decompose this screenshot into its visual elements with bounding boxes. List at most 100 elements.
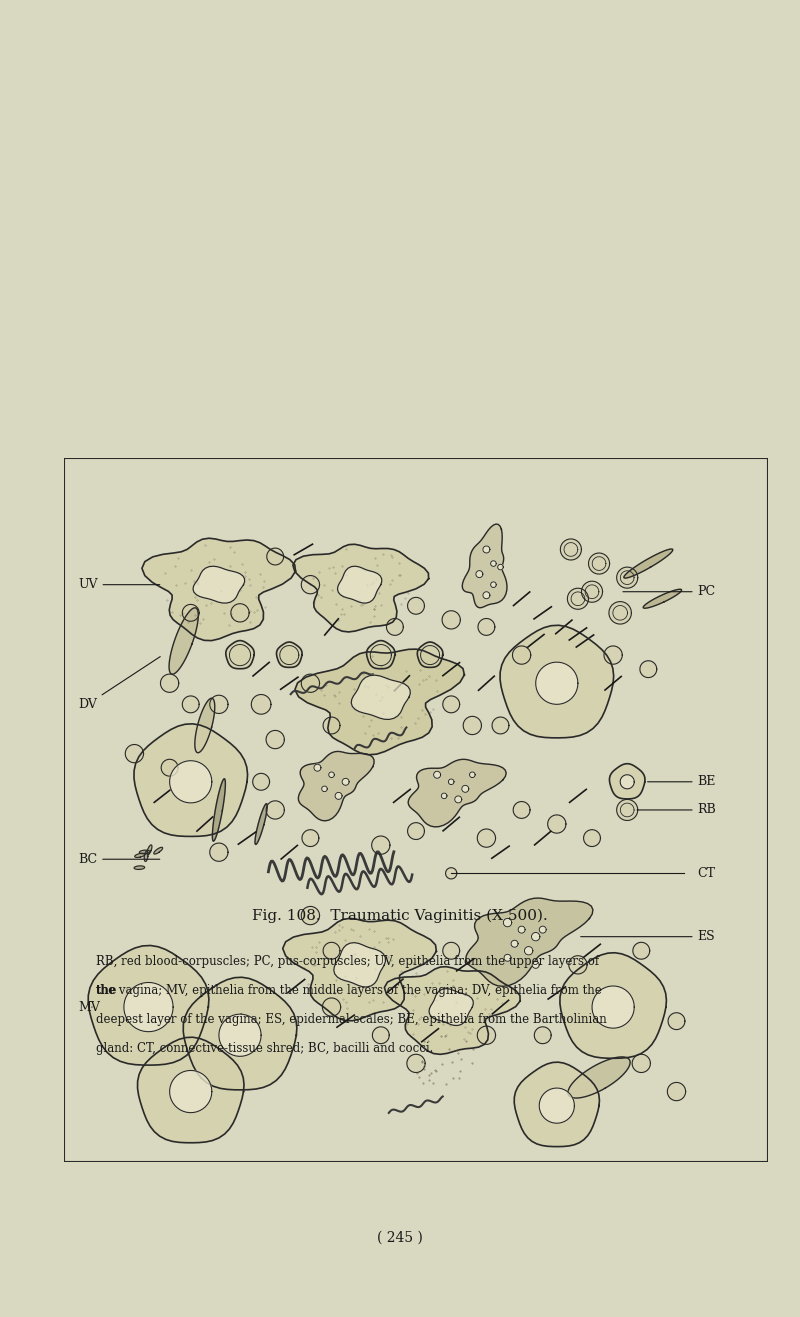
Polygon shape — [154, 847, 162, 853]
Polygon shape — [532, 961, 539, 968]
Polygon shape — [342, 778, 349, 785]
Polygon shape — [408, 760, 506, 827]
Polygon shape — [231, 603, 249, 622]
Polygon shape — [295, 649, 464, 755]
Polygon shape — [142, 539, 295, 640]
Polygon shape — [569, 956, 587, 975]
Polygon shape — [476, 570, 483, 578]
Text: ES: ES — [581, 930, 715, 943]
Text: DV: DV — [78, 657, 160, 711]
Polygon shape — [624, 549, 673, 578]
Text: deepest layer of the vagina; ES, epidermal scales; BE, epithelia from the Bartho: deepest layer of the vagina; ES, epiderm… — [96, 1013, 606, 1026]
Polygon shape — [442, 793, 447, 798]
Polygon shape — [462, 524, 507, 607]
Polygon shape — [169, 608, 198, 674]
Polygon shape — [302, 830, 319, 847]
Text: MV: MV — [78, 1001, 100, 1014]
Polygon shape — [124, 982, 173, 1031]
Polygon shape — [314, 764, 321, 772]
Polygon shape — [323, 716, 340, 734]
Polygon shape — [335, 793, 342, 799]
Polygon shape — [466, 898, 593, 986]
Polygon shape — [351, 676, 410, 719]
Polygon shape — [514, 1063, 599, 1147]
Polygon shape — [210, 843, 228, 861]
Polygon shape — [253, 773, 270, 790]
Polygon shape — [442, 611, 460, 630]
Polygon shape — [138, 1038, 244, 1143]
Polygon shape — [560, 539, 582, 560]
Polygon shape — [449, 778, 454, 785]
Polygon shape — [182, 695, 199, 712]
Polygon shape — [429, 989, 474, 1026]
Text: RB, red blood-corpuscles; PC, pus-corpuscles; UV, epithelia from the upper layer: RB, red blood-corpuscles; PC, pus-corpus… — [96, 955, 599, 968]
Polygon shape — [408, 598, 425, 614]
Polygon shape — [219, 1014, 261, 1056]
Polygon shape — [293, 544, 429, 632]
Polygon shape — [302, 576, 319, 594]
Polygon shape — [161, 674, 178, 693]
Polygon shape — [384, 967, 520, 1055]
Polygon shape — [617, 568, 638, 589]
Polygon shape — [443, 943, 460, 959]
Polygon shape — [462, 785, 469, 793]
Polygon shape — [251, 694, 271, 714]
Polygon shape — [282, 918, 436, 1021]
Polygon shape — [539, 1088, 574, 1123]
Polygon shape — [266, 801, 284, 819]
Polygon shape — [372, 836, 390, 855]
Polygon shape — [277, 641, 302, 668]
Polygon shape — [267, 548, 284, 565]
Polygon shape — [298, 752, 374, 820]
Text: Fig. 108.  Traumatic Vaginitis (X 500).: Fig. 108. Traumatic Vaginitis (X 500). — [252, 909, 548, 922]
Polygon shape — [539, 926, 546, 934]
Polygon shape — [617, 799, 638, 820]
Polygon shape — [478, 619, 495, 635]
Polygon shape — [338, 566, 382, 603]
Polygon shape — [500, 626, 614, 738]
Polygon shape — [511, 940, 518, 947]
Polygon shape — [454, 795, 462, 803]
Polygon shape — [518, 926, 525, 934]
Polygon shape — [531, 932, 540, 940]
Polygon shape — [334, 943, 386, 986]
Polygon shape — [212, 778, 226, 842]
Polygon shape — [329, 772, 334, 777]
Polygon shape — [667, 1083, 686, 1101]
Polygon shape — [322, 998, 341, 1017]
Polygon shape — [632, 1054, 650, 1072]
Text: RB: RB — [637, 803, 716, 817]
Polygon shape — [434, 772, 441, 778]
Polygon shape — [446, 868, 457, 878]
Polygon shape — [483, 591, 490, 599]
Polygon shape — [443, 695, 460, 712]
Text: the vagina; MV, epithelia from the middle layers of the vagina; DV, epithelia fr: the vagina; MV, epithelia from the middl… — [96, 984, 602, 997]
Polygon shape — [534, 1027, 551, 1043]
Text: CT: CT — [698, 867, 716, 880]
Polygon shape — [266, 731, 284, 748]
Polygon shape — [88, 946, 209, 1065]
Polygon shape — [463, 716, 482, 735]
Polygon shape — [139, 851, 150, 853]
Polygon shape — [478, 828, 495, 847]
Polygon shape — [589, 553, 610, 574]
Polygon shape — [503, 918, 512, 927]
Text: gland: CT, connective-tissue shred; BC, bacilli and cocci.: gland: CT, connective-tissue shred; BC, … — [96, 1042, 434, 1055]
Polygon shape — [536, 662, 578, 705]
Polygon shape — [210, 695, 228, 714]
Polygon shape — [170, 761, 212, 803]
Polygon shape — [126, 744, 143, 763]
Polygon shape — [144, 851, 148, 861]
Polygon shape — [182, 605, 199, 622]
Polygon shape — [170, 1071, 212, 1113]
Polygon shape — [134, 865, 145, 869]
Polygon shape — [162, 760, 178, 776]
Text: the: the — [96, 984, 118, 997]
Polygon shape — [134, 853, 145, 857]
Polygon shape — [620, 774, 634, 789]
Polygon shape — [668, 1013, 685, 1030]
Polygon shape — [490, 561, 496, 566]
Polygon shape — [504, 955, 511, 961]
Polygon shape — [195, 698, 214, 753]
Polygon shape — [560, 952, 666, 1059]
